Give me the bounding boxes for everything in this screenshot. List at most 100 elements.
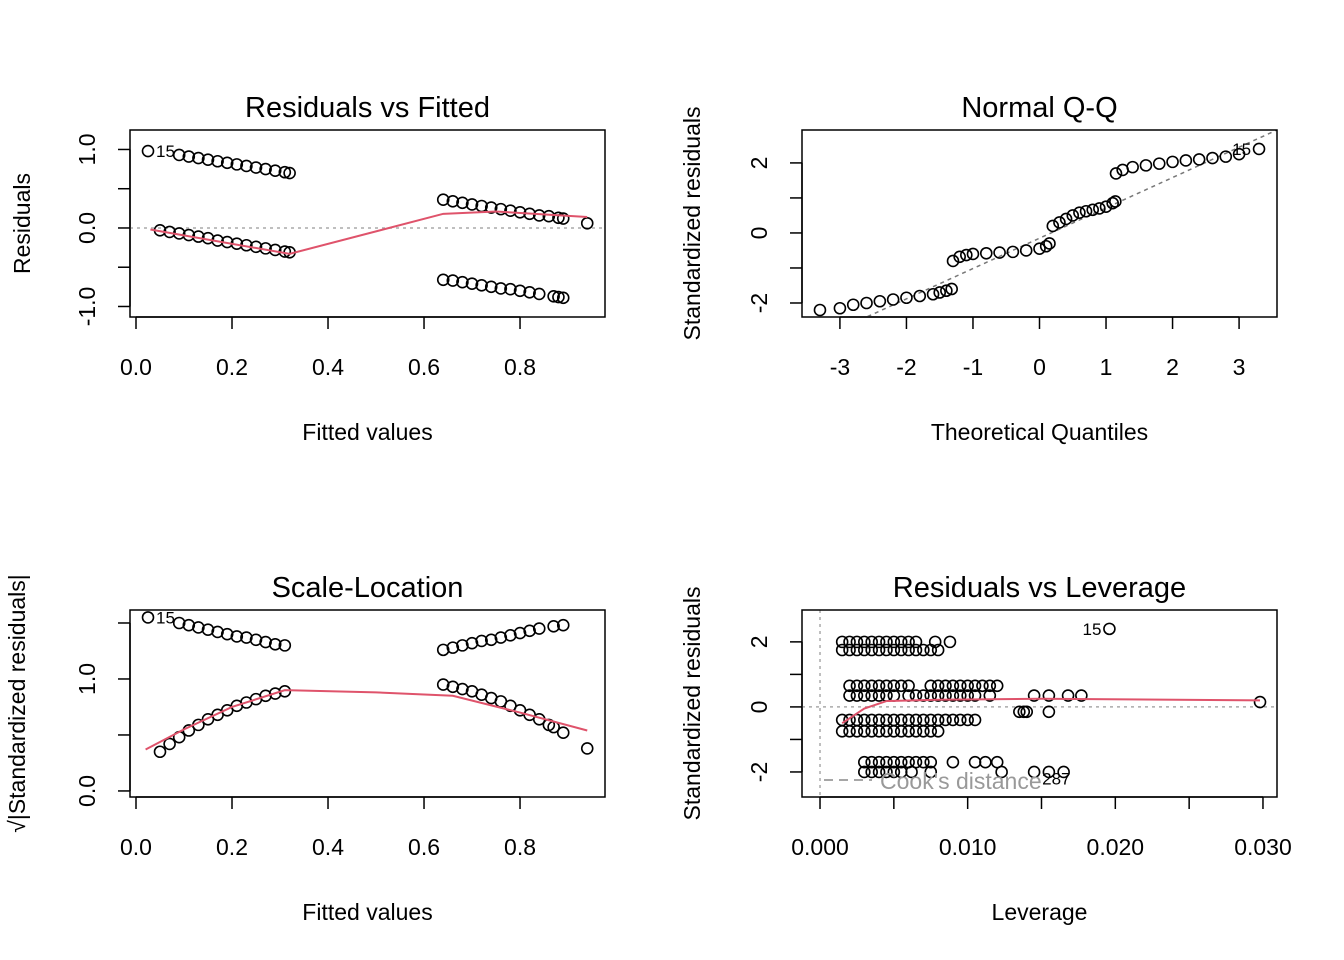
data-point [939, 713, 952, 727]
point-label: 287 [1042, 769, 1070, 788]
data-point [1079, 204, 1093, 218]
plot-area [802, 610, 1277, 797]
data-point [990, 679, 1004, 693]
data-point [872, 643, 886, 657]
panel-title: Residuals vs Fitted [245, 92, 490, 124]
x-tick-label: 2 [1166, 354, 1179, 380]
x-tick-label: 0.010 [939, 834, 997, 860]
data-point [504, 629, 517, 642]
data-point [872, 689, 886, 702]
data-point [1206, 151, 1219, 165]
data-point [968, 689, 982, 702]
plot-frame [129, 609, 606, 798]
point-label: 15 [156, 142, 175, 161]
x-axis-label: Fitted values [302, 899, 432, 925]
data-point [1020, 705, 1034, 719]
data-point [960, 248, 973, 262]
data-point [909, 725, 923, 738]
data-point [141, 611, 155, 624]
y-tick-label: 0.0 [74, 775, 100, 807]
data-point [995, 765, 1008, 779]
data-point [1106, 196, 1119, 210]
data-point [872, 725, 886, 738]
data-point [872, 635, 886, 649]
panel-title: Scale-Location [272, 572, 464, 604]
data-point [1053, 216, 1066, 229]
x-tick-label: 0.0 [120, 834, 152, 860]
data-point [182, 618, 196, 632]
data-point [1073, 206, 1086, 219]
data-point [532, 287, 546, 301]
smooth-line [145, 689, 588, 751]
data-point [850, 643, 864, 657]
data-point [850, 689, 864, 702]
data-point [894, 643, 908, 657]
data-point [1179, 154, 1193, 167]
data-point [880, 765, 893, 779]
data-point [456, 275, 469, 289]
data-point [465, 636, 479, 650]
data-point [220, 627, 234, 641]
data-point [523, 286, 536, 299]
data-point [513, 284, 527, 298]
data-point [504, 204, 517, 218]
data-point [494, 202, 508, 216]
data-point [858, 765, 871, 779]
data-point [552, 290, 565, 304]
data-point [846, 298, 860, 312]
panel-title: Normal Q-Q [961, 92, 1117, 124]
data-point [835, 643, 849, 657]
data-point [872, 755, 886, 769]
data-point [961, 679, 974, 693]
data-point [523, 624, 536, 638]
data-point [1006, 245, 1020, 259]
data-point [1103, 622, 1116, 636]
data-point [983, 689, 997, 702]
data-point [1042, 689, 1056, 702]
data-point [865, 643, 878, 657]
data-point [850, 679, 864, 693]
y-axis-label: Residuals [9, 173, 35, 274]
data-point [924, 725, 938, 738]
data-point [850, 635, 864, 649]
data-point [1027, 765, 1041, 779]
data-point [1086, 203, 1100, 217]
data-point [446, 641, 460, 654]
x-tick-label: 0.4 [312, 354, 344, 380]
data-point [917, 725, 930, 738]
data-point [926, 287, 940, 301]
data-point [192, 621, 205, 634]
data-point [902, 725, 915, 738]
data-point [894, 755, 908, 769]
x-tick-label: 3 [1233, 354, 1246, 380]
data-point [1109, 167, 1123, 180]
data-point [1252, 142, 1266, 156]
x-tick-label: 0.000 [791, 834, 849, 860]
data-point [858, 643, 871, 657]
data-point [494, 631, 508, 644]
data-point [905, 765, 918, 779]
data-point [1109, 195, 1122, 208]
data-point [902, 643, 915, 657]
y-tick-label: 2 [746, 157, 772, 170]
data-point [843, 635, 856, 649]
data-point [1152, 157, 1166, 170]
panel-3: Scale-Location Fitted values √|Standardize… [4, 572, 606, 925]
data-point [436, 643, 450, 657]
data-point [141, 144, 155, 158]
data-point [230, 630, 244, 643]
y-axis-label: Standardized residuals [679, 587, 705, 821]
data-point [1039, 239, 1053, 253]
data-point [552, 211, 565, 225]
data-point [259, 635, 272, 649]
data-point [913, 289, 927, 303]
data-point [850, 725, 864, 738]
data-point [835, 725, 849, 738]
data-point [953, 679, 967, 693]
data-point [931, 643, 945, 657]
data-point [924, 765, 938, 779]
x-axis-label: Theoretical Quantiles [931, 419, 1148, 445]
data-point [940, 284, 953, 298]
data-point [946, 713, 960, 727]
panel-4: Residuals vs Leverage Leverage Standardize… [679, 572, 1292, 925]
